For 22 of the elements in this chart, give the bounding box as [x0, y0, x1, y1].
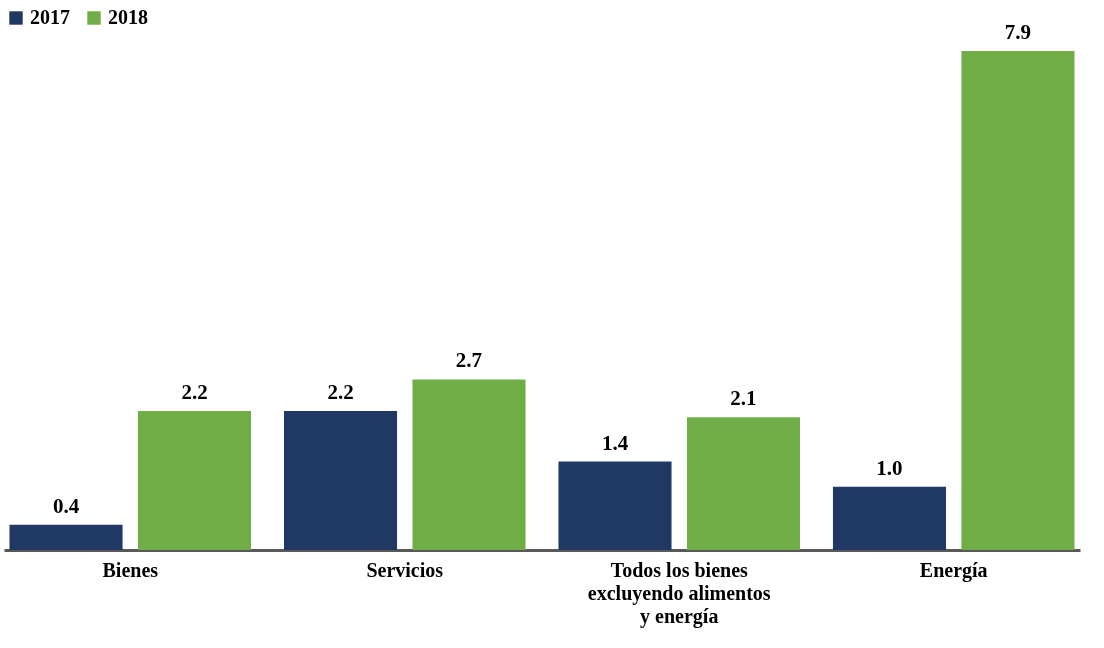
bar — [558, 461, 672, 550]
bar — [412, 379, 526, 550]
bar — [9, 524, 123, 550]
data-label: 1.0 — [876, 455, 903, 480]
x-tick-label: Servicios — [366, 558, 444, 581]
bar — [832, 486, 947, 550]
data-label: 1.4 — [601, 430, 629, 455]
legend-label: 2017 — [30, 6, 70, 28]
data-label: 2.2 — [181, 380, 208, 405]
data-label: 2.7 — [455, 348, 483, 373]
data-label: 2.2 — [327, 380, 354, 405]
bar — [961, 50, 1075, 550]
x-tick-label: Energía — [919, 558, 988, 582]
data-label: 0.4 — [52, 493, 80, 518]
data-label: 2.1 — [730, 386, 757, 411]
bar — [686, 417, 801, 550]
bar — [283, 411, 398, 550]
legend-label: 2018 — [108, 6, 148, 28]
x-tick-label: Todos los bienes excluyendo alimentos y energía — [587, 558, 771, 628]
x-tick-label: Bienes — [102, 558, 159, 581]
data-label: 7.9 — [1004, 19, 1032, 44]
bar — [137, 411, 252, 550]
